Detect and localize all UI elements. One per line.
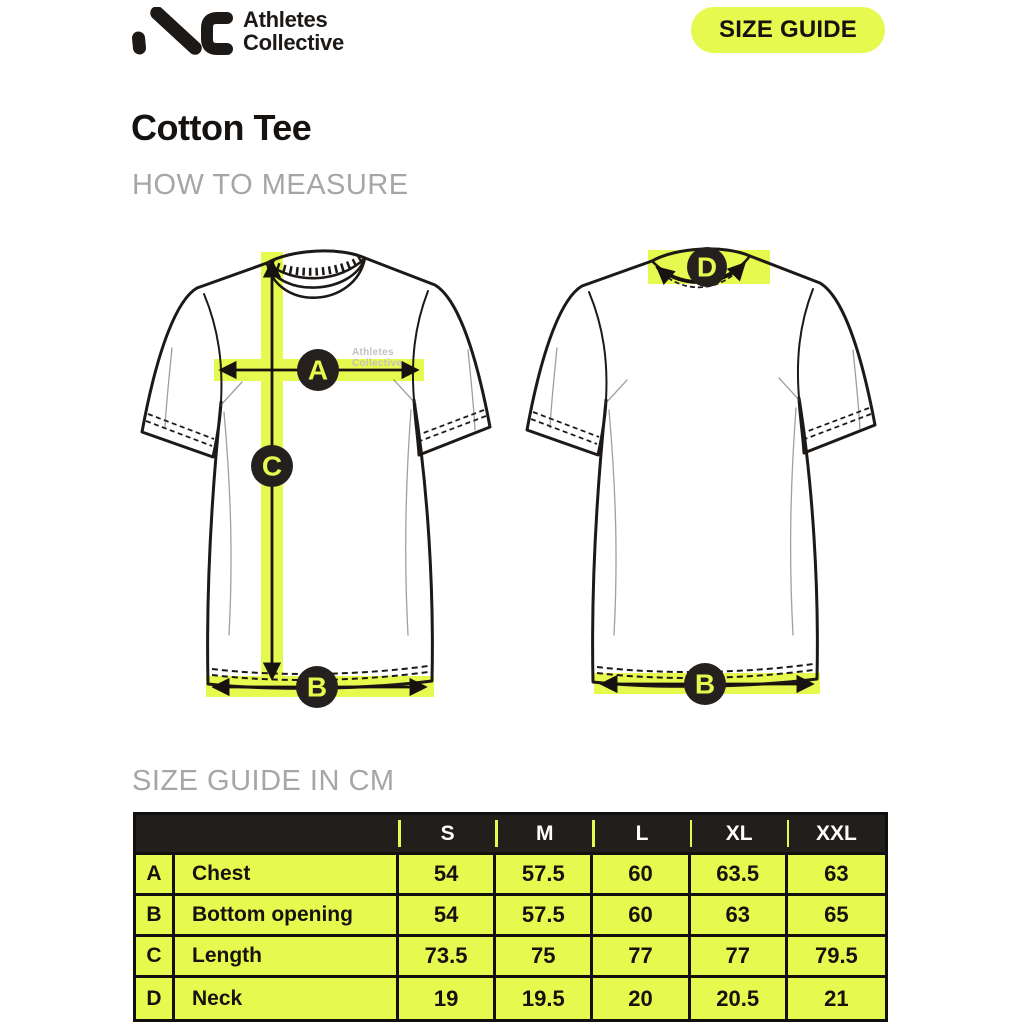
cell-value: 54 <box>399 855 497 896</box>
row-label: Bottom opening <box>175 896 399 937</box>
marker-d-circle <box>687 247 727 287</box>
marker-b-back-circle <box>684 663 726 705</box>
size-col-header-l: L <box>592 815 691 855</box>
how-to-measure-heading: HOW TO MEASURE <box>132 169 409 201</box>
row-key: D <box>136 978 175 1019</box>
cell-value: 77 <box>690 937 788 978</box>
marker-d-label: D <box>697 252 717 283</box>
cell-value: 20.5 <box>690 978 788 1019</box>
table-corner-cell <box>175 815 399 855</box>
shirt-chest-print-line1: Athletes <box>352 347 394 358</box>
cell-value: 20 <box>593 978 691 1019</box>
brand-logo-icon <box>132 7 233 55</box>
cell-value: 19.5 <box>496 978 594 1019</box>
cell-value: 65 <box>787 896 885 937</box>
size-table: S M L XL XXL A Chest 54 57.5 60 63.5 63 … <box>133 812 888 1022</box>
measurement-diagram: Athletes Collective <box>140 247 877 708</box>
size-guide-badge: SIZE GUIDE <box>691 7 885 53</box>
brand-name-line2: Collective <box>243 30 344 55</box>
cell-value: 57.5 <box>496 855 594 896</box>
cell-value: 57.5 <box>496 896 594 937</box>
cell-value: 63 <box>690 896 788 937</box>
marker-b-front-label: B <box>307 672 327 703</box>
cell-value: 75 <box>496 937 594 978</box>
cell-value: 60 <box>593 855 691 896</box>
cell-value: 77 <box>593 937 691 978</box>
marker-b-front-circle <box>296 666 338 708</box>
size-col-header-xxl: XXL <box>786 815 885 855</box>
cell-value: 63 <box>787 855 885 896</box>
shirt-chest-print-line2: Collective <box>352 358 402 369</box>
cell-value: 19 <box>399 978 497 1019</box>
marker-c-label: C <box>262 451 282 482</box>
marker-b-back-label: B <box>695 669 715 700</box>
row-label: Neck <box>175 978 399 1019</box>
size-guide-heading: SIZE GUIDE IN CM <box>132 765 395 797</box>
row-key: A <box>136 855 175 896</box>
brand-name-line1: Athletes <box>243 7 328 32</box>
size-col-header-m: M <box>495 815 594 855</box>
cell-value: 21 <box>787 978 885 1019</box>
product-title: Cotton Tee <box>131 107 312 148</box>
cell-value: 79.5 <box>787 937 885 978</box>
table-corner-cell <box>136 815 175 855</box>
size-col-header-xl: XL <box>689 815 788 855</box>
marker-a-label: A <box>308 355 328 386</box>
row-label: Length <box>175 937 399 978</box>
measurement-markers: A C B D B <box>251 247 727 708</box>
brand-name: Athletes Collective <box>243 8 344 54</box>
marker-a-circle <box>297 349 339 391</box>
cell-value: 54 <box>399 896 497 937</box>
cell-value: 60 <box>593 896 691 937</box>
row-key: C <box>136 937 175 978</box>
size-col-header-s: S <box>397 815 497 855</box>
marker-c-circle <box>251 445 293 487</box>
cell-value: 73.5 <box>399 937 497 978</box>
cell-value: 63.5 <box>690 855 788 896</box>
row-key: B <box>136 896 175 937</box>
row-label: Chest <box>175 855 399 896</box>
